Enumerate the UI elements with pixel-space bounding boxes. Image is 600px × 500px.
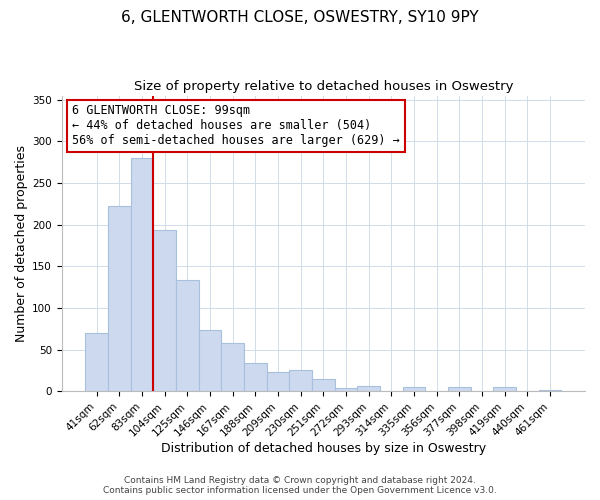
Bar [154,230,176,392]
Text: Contains HM Land Registry data © Crown copyright and database right 2024.
Contai: Contains HM Land Registry data © Crown c… [103,476,497,495]
Bar [448,387,470,392]
Title: Size of property relative to detached houses in Oswestry: Size of property relative to detached ho… [134,80,513,93]
Bar [335,388,358,392]
Text: 6 GLENTWORTH CLOSE: 99sqm
← 44% of detached houses are smaller (504)
56% of semi: 6 GLENTWORTH CLOSE: 99sqm ← 44% of detac… [72,104,400,148]
Text: 6, GLENTWORTH CLOSE, OSWESTRY, SY10 9PY: 6, GLENTWORTH CLOSE, OSWESTRY, SY10 9PY [121,10,479,25]
Bar [493,387,516,392]
X-axis label: Distribution of detached houses by size in Oswestry: Distribution of detached houses by size … [161,442,486,455]
Bar [289,370,312,392]
Y-axis label: Number of detached properties: Number of detached properties [15,145,28,342]
Bar [244,363,266,392]
Bar [403,387,425,392]
Bar [312,379,335,392]
Bar [176,280,199,392]
Bar [131,158,154,392]
Bar [85,333,108,392]
Bar [221,343,244,392]
Bar [108,206,131,392]
Bar [266,372,289,392]
Bar [199,330,221,392]
Bar [539,390,561,392]
Bar [358,386,380,392]
